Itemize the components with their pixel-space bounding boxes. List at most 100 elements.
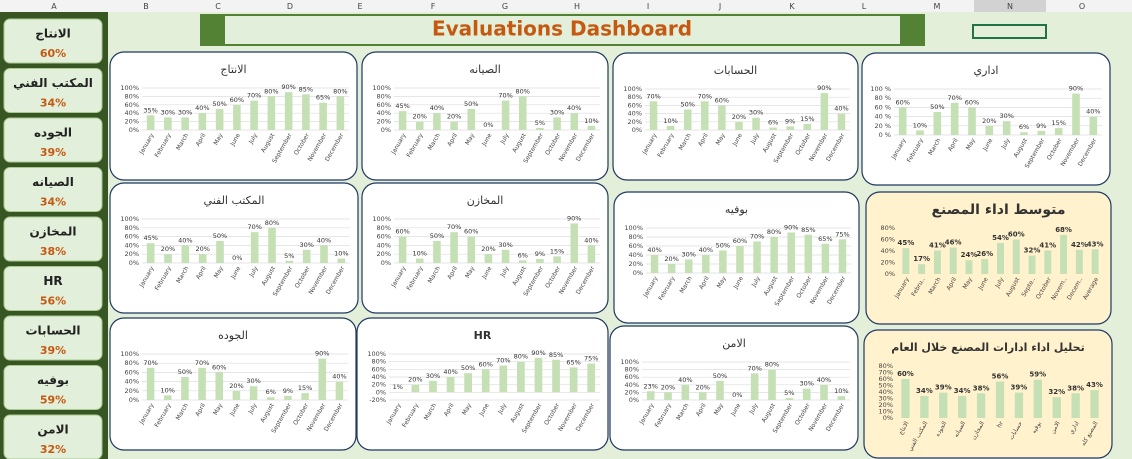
- y-tick-label: 100%: [120, 84, 139, 92]
- y-tick-label: 40%: [377, 241, 391, 249]
- value-label: 40%: [699, 246, 713, 254]
- bar: [433, 113, 441, 130]
- y-tick-label: 40%: [881, 247, 895, 255]
- y-tick-label: 100%: [120, 215, 139, 223]
- bar: [820, 384, 828, 400]
- bar: [939, 392, 948, 418]
- bar: [1060, 234, 1068, 274]
- bar: [570, 113, 579, 130]
- bar: [501, 100, 510, 130]
- bar: [534, 357, 543, 393]
- bar: [301, 393, 309, 400]
- bar: [570, 223, 579, 263]
- bar: [464, 373, 472, 393]
- value-label: 45%: [395, 102, 409, 110]
- bar: [683, 109, 692, 130]
- bar: [918, 264, 926, 274]
- value-label: 85%: [549, 351, 563, 359]
- bar: [250, 100, 258, 130]
- bar: [976, 393, 986, 418]
- y-tick-label: 60%: [879, 375, 893, 383]
- value-label: 38%: [973, 384, 990, 392]
- bar: [250, 232, 259, 263]
- value-label: 50%: [930, 103, 944, 111]
- y-tick-label: 100%: [624, 224, 643, 232]
- bar: [933, 112, 942, 135]
- value-label: 70%: [747, 364, 761, 372]
- value-label: 40%: [1086, 108, 1100, 116]
- value-label: 20%: [408, 376, 422, 384]
- value-label: 10%: [834, 387, 848, 395]
- value-label: 80%: [333, 87, 347, 95]
- y-tick-label: 100%: [623, 85, 642, 93]
- bar: [1020, 132, 1028, 135]
- value-label: 60%: [965, 98, 979, 106]
- bar: [302, 94, 310, 130]
- value-label: 43%: [1086, 381, 1103, 389]
- value-label: 20%: [732, 113, 746, 121]
- chart: الانتاج0%20%40%60%80%100%35%January30%Fe…: [109, 51, 358, 181]
- sidebar-label: الامن: [37, 423, 68, 437]
- selected-cell[interactable]: [972, 24, 1047, 39]
- value-label: 0%: [232, 254, 242, 262]
- bar: [181, 117, 189, 130]
- bar: [336, 96, 345, 130]
- sidebar-label: الحسابات: [25, 324, 80, 338]
- bar: [268, 227, 276, 263]
- value-label: 75%: [584, 355, 598, 363]
- value-label: 50%: [713, 372, 727, 380]
- value-label: 80%: [265, 219, 279, 227]
- value-label: 90%: [281, 83, 295, 91]
- value-label: 50%: [461, 364, 475, 372]
- y-tick-label: 30%: [879, 395, 893, 403]
- bar: [958, 395, 967, 418]
- bar: [337, 258, 346, 263]
- bar: [750, 373, 759, 400]
- bar: [411, 384, 420, 393]
- column-letter: E: [357, 2, 362, 11]
- value-label: 10%: [413, 250, 427, 258]
- bar: [450, 121, 458, 130]
- bar: [1002, 121, 1011, 135]
- value-label: 6%: [518, 251, 528, 259]
- sidebar-value: 56%: [40, 295, 66, 308]
- value-label: 1%: [393, 383, 403, 391]
- value-label: 70%: [750, 233, 764, 241]
- sidebar-value: 32%: [40, 443, 66, 456]
- value-label: 5%: [284, 252, 294, 260]
- bar: [950, 102, 959, 135]
- y-tick-label: 10%: [879, 408, 893, 416]
- bar: [181, 245, 190, 263]
- value-label: 90%: [315, 350, 329, 358]
- chart-card: [109, 182, 359, 314]
- value-label: 34%: [954, 387, 971, 395]
- value-label: 60%: [478, 360, 492, 368]
- bar: [838, 239, 847, 273]
- value-label: 80%: [514, 353, 528, 361]
- chart-card: [863, 329, 1113, 459]
- value-label: 39%: [1011, 384, 1028, 392]
- y-tick-label: 70%: [879, 369, 893, 377]
- sidebar-value: 59%: [40, 394, 66, 407]
- y-tick-label: 40%: [879, 388, 893, 396]
- column-letter: G: [502, 2, 508, 11]
- value-label: 46%: [945, 239, 962, 247]
- value-label: 45%: [898, 239, 915, 247]
- bar: [997, 242, 1004, 274]
- value-label: 9%: [1036, 122, 1046, 130]
- value-label: 20%: [229, 382, 243, 390]
- value-label: 9%: [283, 387, 293, 395]
- bar: [467, 236, 476, 263]
- value-label: 15%: [298, 384, 312, 392]
- bar: [837, 113, 846, 130]
- value-label: 6%: [768, 119, 778, 127]
- y-tick-label: 20%: [625, 388, 639, 396]
- y-tick-label: 20%: [377, 250, 391, 258]
- value-label: 6%: [266, 388, 276, 396]
- bar: [433, 241, 441, 263]
- value-label: 10%: [584, 117, 598, 125]
- bar: [398, 111, 407, 130]
- value-label: 70%: [947, 94, 961, 102]
- bar: [267, 96, 276, 130]
